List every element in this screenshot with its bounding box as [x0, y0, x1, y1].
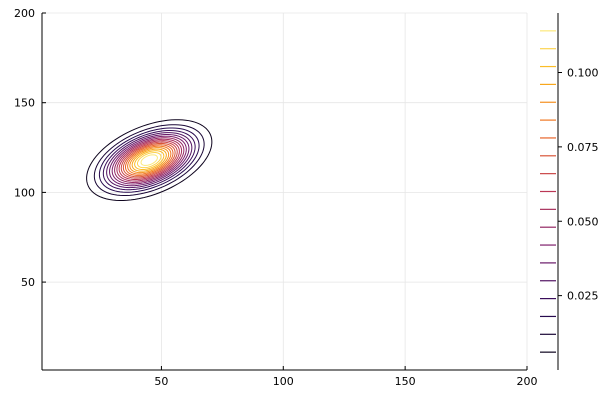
- contour-line: [134, 150, 165, 171]
- colorbar: 0.025 0.050 0.075 0.100: [540, 13, 599, 370]
- y-tick-label: 200: [14, 7, 35, 20]
- contour-line: [111, 135, 187, 185]
- y-tick-label: 100: [14, 186, 35, 199]
- y-tick-label: 50: [21, 276, 35, 289]
- contour-line: [122, 142, 176, 178]
- contour-line: [116, 138, 183, 182]
- contour-lines: [86, 119, 213, 201]
- contour-line: [120, 141, 178, 179]
- colorbar-tick-label: 0.075: [567, 141, 599, 154]
- contour-line: [109, 133, 190, 187]
- colorbar-tick-label: 0.100: [567, 67, 599, 80]
- contour-line: [102, 129, 196, 191]
- colorbar-tick-label: 0.050: [567, 215, 599, 228]
- x-tick-label: 100: [273, 375, 294, 388]
- contour-line: [136, 152, 162, 169]
- contour-line: [98, 127, 200, 193]
- colorbar-tick-label: 0.025: [567, 290, 599, 303]
- contour-line: [127, 145, 172, 175]
- x-tick-label: 200: [517, 375, 538, 388]
- contour-line: [124, 144, 174, 176]
- contour-line: [86, 119, 213, 201]
- x-tick-label: 50: [154, 375, 168, 388]
- contour-line: [129, 147, 170, 174]
- x-tick-label: 150: [395, 375, 416, 388]
- contour-line: [118, 140, 180, 181]
- axes: 50 100 150 200 50 100 150 200: [14, 7, 538, 388]
- y-tick-label: 150: [14, 97, 35, 110]
- contour-line: [93, 124, 205, 197]
- contour-line: [140, 154, 158, 166]
- contour-line: [106, 132, 193, 189]
- grid-lines: [42, 12, 528, 370]
- contour-line: [131, 148, 167, 172]
- contour-line: [114, 137, 185, 183]
